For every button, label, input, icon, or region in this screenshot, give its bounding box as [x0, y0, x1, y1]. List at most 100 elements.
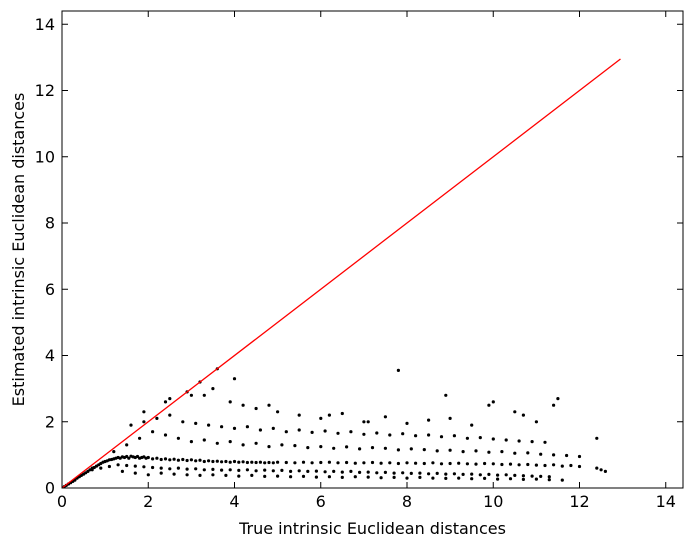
- data-point: [220, 460, 224, 464]
- data-point: [379, 476, 383, 480]
- data-point: [569, 463, 573, 468]
- data-point: [487, 450, 491, 454]
- data-point: [370, 446, 375, 450]
- data-point: [319, 445, 323, 449]
- data-point: [271, 426, 275, 430]
- data-point: [362, 461, 366, 465]
- data-point: [280, 468, 284, 472]
- data-point: [127, 456, 131, 460]
- data-point: [181, 457, 185, 462]
- data-point: [508, 477, 513, 481]
- data-point: [289, 475, 293, 479]
- data-point: [194, 467, 198, 471]
- data-point: [189, 393, 193, 397]
- data-point: [552, 403, 556, 407]
- data-point: [487, 472, 491, 476]
- data-point: [228, 440, 232, 444]
- x-tick-label: 14: [656, 492, 676, 511]
- data-point: [396, 461, 400, 466]
- data-point: [215, 441, 219, 445]
- data-point: [276, 474, 280, 478]
- x-tick-label: 6: [316, 492, 326, 511]
- data-point: [172, 457, 176, 461]
- y-tick-label: 6: [45, 280, 55, 299]
- data-point: [185, 467, 189, 471]
- data-point: [383, 470, 387, 474]
- data-point: [155, 416, 159, 420]
- data-point: [142, 410, 146, 414]
- data-point: [487, 403, 491, 407]
- data-point: [198, 473, 202, 477]
- data-point: [392, 475, 396, 479]
- data-point: [422, 461, 426, 466]
- data-point: [271, 461, 275, 465]
- data-point: [526, 462, 530, 467]
- y-tick-label: 4: [45, 346, 55, 365]
- data-point: [133, 464, 137, 468]
- data-point: [513, 473, 517, 477]
- data-point: [112, 450, 116, 454]
- data-point: [332, 446, 336, 450]
- data-point: [431, 461, 435, 465]
- data-point: [189, 458, 193, 462]
- y-tick-label: 2: [45, 412, 55, 431]
- data-point: [168, 397, 172, 401]
- data-point: [388, 433, 392, 437]
- data-point: [232, 459, 237, 464]
- data-point: [448, 461, 452, 466]
- data-point: [207, 459, 211, 463]
- data-point: [146, 473, 150, 477]
- data-point: [129, 423, 133, 427]
- data-point: [534, 477, 539, 481]
- data-point: [577, 454, 582, 459]
- data-point: [168, 467, 172, 471]
- data-point: [340, 411, 344, 416]
- data-point: [422, 448, 426, 452]
- data-point: [539, 452, 543, 456]
- x-tick-label: 0: [57, 492, 67, 511]
- data-point: [241, 460, 245, 464]
- data-point: [340, 470, 344, 474]
- data-point: [366, 475, 370, 479]
- data-point: [314, 469, 318, 473]
- data-point: [254, 469, 258, 473]
- data-point: [405, 421, 409, 425]
- data-point: [250, 460, 254, 464]
- data-point: [297, 428, 301, 432]
- data-point: [90, 468, 94, 472]
- data-point: [534, 420, 539, 424]
- data-point: [133, 471, 137, 475]
- y-tick-label: 8: [45, 214, 55, 233]
- data-point: [228, 468, 232, 472]
- data-point: [483, 461, 487, 466]
- data-point: [163, 457, 168, 461]
- data-point: [470, 477, 474, 481]
- data-point: [306, 469, 310, 473]
- data-point: [431, 476, 435, 480]
- data-point: [207, 423, 211, 427]
- data-point: [245, 468, 249, 472]
- data-point: [409, 447, 413, 451]
- data-point: [521, 474, 526, 478]
- data-point: [500, 450, 504, 454]
- data-point: [418, 475, 422, 479]
- data-point: [439, 435, 444, 439]
- data-point: [189, 440, 193, 444]
- data-point: [202, 459, 206, 464]
- data-point: [461, 472, 465, 476]
- data-point: [202, 468, 206, 472]
- data-point: [452, 472, 456, 476]
- data-point: [366, 420, 370, 424]
- data-point: [232, 377, 237, 381]
- data-point: [237, 468, 241, 472]
- data-point: [513, 410, 517, 414]
- data-point: [340, 475, 344, 479]
- data-point: [496, 477, 500, 481]
- data-point: [435, 471, 439, 475]
- data-point: [461, 450, 465, 454]
- data-point: [194, 421, 198, 425]
- data-point: [336, 461, 340, 465]
- data-point: [254, 460, 258, 465]
- data-point: [521, 477, 526, 481]
